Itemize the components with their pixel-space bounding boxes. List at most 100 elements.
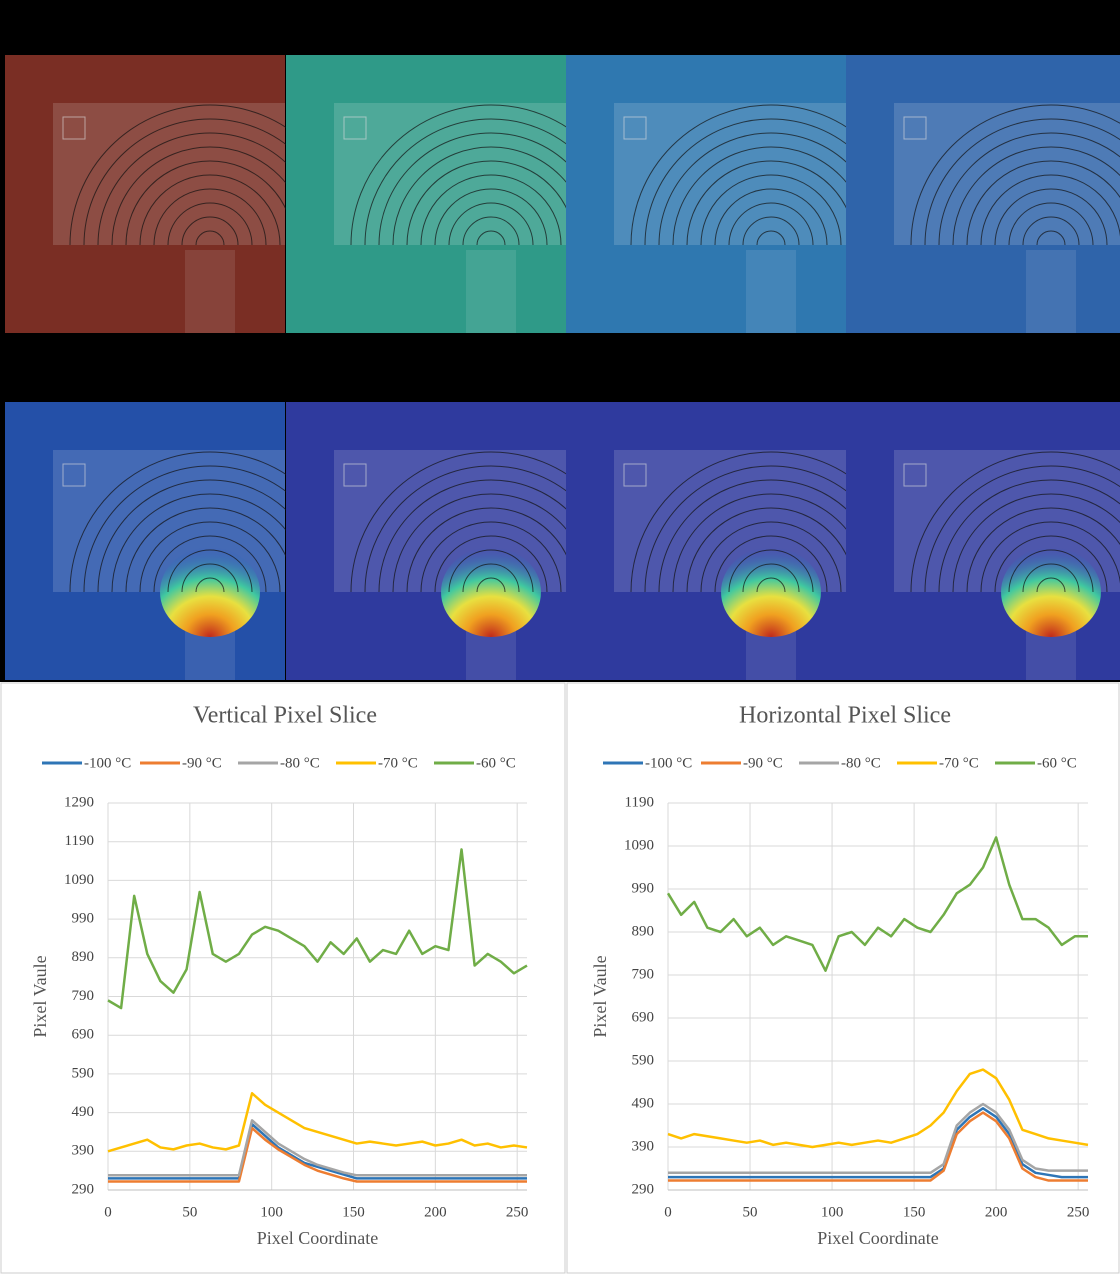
y-tick-label: 490 — [72, 1104, 95, 1120]
logo — [343, 463, 367, 487]
hot-spot — [1001, 547, 1101, 637]
target-ring — [952, 493, 1120, 593]
y-tick-label: 690 — [72, 1027, 95, 1043]
target-ring — [756, 577, 786, 593]
x-tick-label: 150 — [342, 1204, 365, 1220]
hot-spot — [160, 547, 260, 637]
y-tick-label: 290 — [632, 1181, 655, 1197]
target-ring — [153, 188, 267, 246]
hot-spot — [441, 547, 541, 637]
y-tick-label: 690 — [632, 1009, 655, 1025]
data-line — [108, 1119, 527, 1177]
x-axis-label: Pixel Coordinate — [817, 1228, 938, 1248]
y-tick-label: 1190 — [65, 833, 94, 849]
target-ring — [910, 451, 1120, 593]
target-ring — [700, 174, 842, 246]
legend-label: -100 °C — [645, 755, 692, 771]
target-ring — [434, 188, 548, 246]
image-panel — [566, 55, 846, 333]
x-axis-label: Pixel Coordinate — [257, 1228, 378, 1248]
target-ring — [1036, 577, 1066, 593]
pedestal — [466, 250, 516, 333]
target-ring — [476, 230, 506, 246]
target-ring — [994, 188, 1108, 246]
target-ring — [742, 563, 800, 593]
y-tick-label: 790 — [72, 988, 95, 1004]
image-panel — [5, 55, 285, 333]
target-ring — [125, 160, 295, 246]
target-ring — [924, 465, 1120, 593]
x-tick-label: 150 — [903, 1204, 926, 1220]
target-ring — [980, 174, 1120, 246]
target-ring — [195, 230, 225, 246]
y-axis-label: Pixel Vaule — [590, 955, 610, 1037]
target-ring — [714, 535, 828, 593]
target-ring — [994, 535, 1108, 593]
target-ring — [167, 549, 253, 593]
target-ring — [1008, 549, 1094, 593]
x-tick-label: 200 — [985, 1204, 1008, 1220]
data-line — [668, 1111, 1088, 1182]
target-ring — [181, 563, 239, 593]
target-ring — [448, 202, 534, 246]
logo — [903, 116, 927, 140]
chart-title: Vertical Pixel Slice — [193, 703, 377, 729]
data-line — [107, 848, 528, 1010]
legend-label: -70 °C — [939, 755, 979, 771]
target-ring — [139, 521, 281, 593]
y-tick-label: 1290 — [64, 794, 94, 810]
target-ring — [742, 216, 800, 246]
pedestal — [185, 250, 235, 333]
target-ring — [420, 174, 562, 246]
target-ring — [952, 146, 1120, 246]
y-tick-label: 290 — [72, 1181, 95, 1197]
target-ring — [1022, 216, 1080, 246]
target-ring — [966, 160, 1120, 246]
target-ring — [448, 549, 534, 593]
legend-label: -60 °C — [1037, 755, 1077, 771]
data-line — [668, 1107, 1088, 1179]
logo — [903, 463, 927, 487]
thermal-images — [5, 55, 1120, 680]
y-tick-label: 390 — [72, 1143, 95, 1159]
data-line — [667, 1068, 1089, 1149]
target-board — [334, 103, 566, 245]
target-ring — [938, 479, 1120, 593]
target-ring — [462, 216, 520, 246]
y-axis-label: Pixel Vaule — [30, 955, 50, 1037]
x-tick-label: 0 — [664, 1204, 672, 1220]
y-tick-label: 490 — [632, 1095, 655, 1111]
target-ring — [1008, 202, 1094, 246]
x-tick-label: 250 — [1067, 1204, 1090, 1220]
target-ring — [1036, 230, 1066, 246]
legend-label: -90 °C — [182, 755, 222, 771]
target-ring — [476, 577, 506, 593]
data-line — [668, 1102, 1088, 1175]
legend-label: -100 °C — [84, 755, 131, 771]
data-line — [666, 836, 1088, 972]
image-panel — [566, 402, 846, 680]
pedestal — [1026, 250, 1076, 333]
target-ring — [700, 521, 842, 593]
logo — [623, 116, 647, 140]
data-line — [108, 1122, 527, 1180]
x-tick-label: 0 — [104, 1204, 112, 1220]
legend-label: -60 °C — [476, 755, 516, 771]
target-ring — [728, 549, 814, 593]
target-board — [614, 103, 846, 245]
target-ring — [153, 535, 267, 593]
image-panel — [286, 55, 566, 333]
chart-panel — [566, 682, 1120, 1274]
target-ring — [462, 563, 520, 593]
chart-title: Horizontal Pixel Slice — [739, 703, 951, 729]
target-ring — [195, 577, 225, 593]
target-ring — [1022, 563, 1080, 593]
logo — [343, 116, 367, 140]
image-panel — [286, 402, 566, 680]
y-tick-label: 990 — [632, 880, 655, 896]
target-ring — [966, 507, 1120, 593]
target-board — [53, 103, 285, 245]
y-tick-label: 890 — [632, 923, 655, 939]
